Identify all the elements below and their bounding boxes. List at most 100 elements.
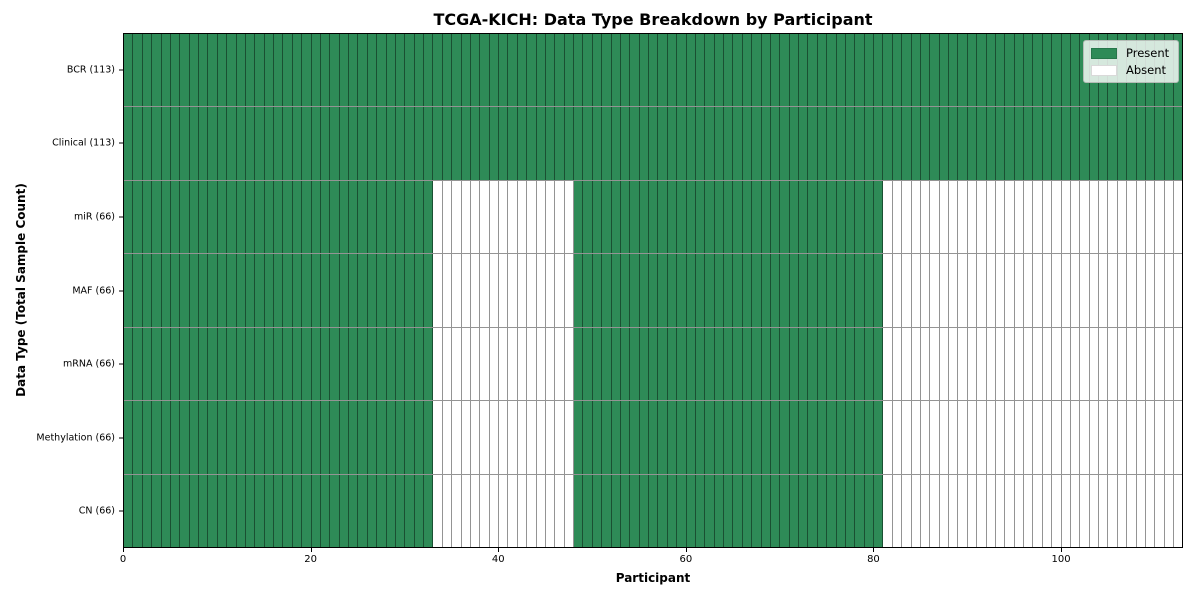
heatmap-cell xyxy=(180,180,190,254)
heatmap-cell xyxy=(1155,107,1165,180)
heatmap-cell xyxy=(1127,401,1137,474)
heatmap-cell xyxy=(995,327,1006,401)
x-tick-mark xyxy=(685,548,687,552)
heatmap-cell xyxy=(236,327,246,401)
heatmap-cell xyxy=(1014,254,1024,327)
heatmap-cell xyxy=(930,180,940,254)
heatmap-cell xyxy=(1070,401,1081,474)
heatmap-cell xyxy=(1080,401,1090,474)
heatmap-cell xyxy=(667,254,678,327)
heatmap-cell xyxy=(283,254,293,327)
heatmap-cell xyxy=(874,327,884,401)
heatmap-cell xyxy=(574,107,584,180)
heatmap-cell xyxy=(442,107,453,180)
heatmap-cell xyxy=(845,107,856,180)
heatmap-cell xyxy=(752,34,762,107)
heatmap-cell xyxy=(536,401,546,474)
y-tick-mark xyxy=(119,69,123,71)
heatmap-cell xyxy=(695,401,706,474)
heatmap-cell xyxy=(180,327,190,401)
heatmap-cell xyxy=(939,34,949,107)
heatmap-cell xyxy=(1052,401,1062,474)
heatmap-cell xyxy=(302,254,312,327)
heatmap-cell xyxy=(395,107,406,180)
heatmap-cell xyxy=(986,474,996,547)
heatmap-cell xyxy=(986,401,996,474)
heatmap-cell xyxy=(170,254,181,327)
heatmap-cell xyxy=(714,107,724,180)
heatmap-cell xyxy=(686,107,696,180)
heatmap-cell xyxy=(939,180,949,254)
heatmap-cell xyxy=(686,254,696,327)
heatmap-cell xyxy=(217,254,228,327)
heatmap-cell xyxy=(245,254,256,327)
heatmap-cell xyxy=(864,327,874,401)
heatmap-cell xyxy=(555,254,565,327)
heatmap-cell xyxy=(1061,34,1071,107)
heatmap-cell xyxy=(452,180,462,254)
heatmap-cell xyxy=(1117,107,1128,180)
heatmap-cell xyxy=(245,107,256,180)
heatmap-cell xyxy=(255,474,265,547)
heatmap-cell xyxy=(1155,474,1165,547)
heatmap-cell xyxy=(1005,474,1015,547)
heatmap-cell xyxy=(602,327,612,401)
heatmap-cell xyxy=(789,180,799,254)
heatmap-cell xyxy=(799,107,809,180)
heatmap-cell xyxy=(545,401,556,474)
heatmap-cell xyxy=(302,107,312,180)
heatmap-cell xyxy=(649,180,659,254)
heatmap-cell xyxy=(499,107,509,180)
heatmap-cell xyxy=(855,254,865,327)
heatmap-row-Clinical xyxy=(124,107,1183,181)
heatmap-cell xyxy=(986,327,996,401)
heatmap-cell xyxy=(967,180,978,254)
heatmap-cell xyxy=(1061,327,1071,401)
x-tick-marks xyxy=(123,548,1183,552)
heatmap-cell xyxy=(695,107,706,180)
heatmap-cell xyxy=(170,34,181,107)
heatmap-cell xyxy=(1164,107,1174,180)
heatmap-cell xyxy=(1099,107,1109,180)
heatmap-cell xyxy=(564,180,574,254)
heatmap-cell xyxy=(1089,401,1099,474)
heatmap-cell xyxy=(442,401,453,474)
heatmap-cell xyxy=(714,474,724,547)
heatmap-cell xyxy=(836,401,846,474)
heatmap-cell xyxy=(517,180,528,254)
heatmap-cell xyxy=(180,254,190,327)
heatmap-cell xyxy=(470,107,481,180)
heatmap-cell xyxy=(930,34,940,107)
heatmap-cell xyxy=(845,180,856,254)
heatmap-cell xyxy=(1127,327,1137,401)
heatmap-cell xyxy=(311,180,321,254)
heatmap-cell xyxy=(902,34,912,107)
heatmap-cell xyxy=(208,401,218,474)
heatmap-cell xyxy=(339,401,349,474)
heatmap-cell xyxy=(902,474,912,547)
heatmap-cell xyxy=(386,34,396,107)
heatmap-cell xyxy=(386,254,396,327)
heatmap-cell xyxy=(639,474,649,547)
heatmap-cell xyxy=(836,180,846,254)
heatmap-cell xyxy=(236,254,246,327)
heatmap-cell xyxy=(761,180,771,254)
heatmap-cell xyxy=(555,474,565,547)
heatmap-cell xyxy=(658,401,668,474)
heatmap-cell xyxy=(189,474,199,547)
heatmap-cell xyxy=(320,327,331,401)
heatmap-cell xyxy=(817,180,828,254)
heatmap-row-MAF xyxy=(124,254,1183,328)
heatmap-cell xyxy=(920,401,931,474)
heatmap-cell xyxy=(452,401,462,474)
y-tick-labels: BCR (113) Clinical (113) miR (66) MAF (66) m… xyxy=(0,33,115,548)
heatmap-cell xyxy=(292,107,303,180)
heatmap-cell xyxy=(583,180,593,254)
y-tick-mark xyxy=(119,437,123,439)
heatmap-cell xyxy=(489,254,499,327)
legend-label-present: Present xyxy=(1126,46,1170,60)
heatmap-cell xyxy=(414,180,424,254)
heatmap-cell xyxy=(977,107,987,180)
heatmap-cell xyxy=(714,327,724,401)
heatmap-cell xyxy=(555,180,565,254)
